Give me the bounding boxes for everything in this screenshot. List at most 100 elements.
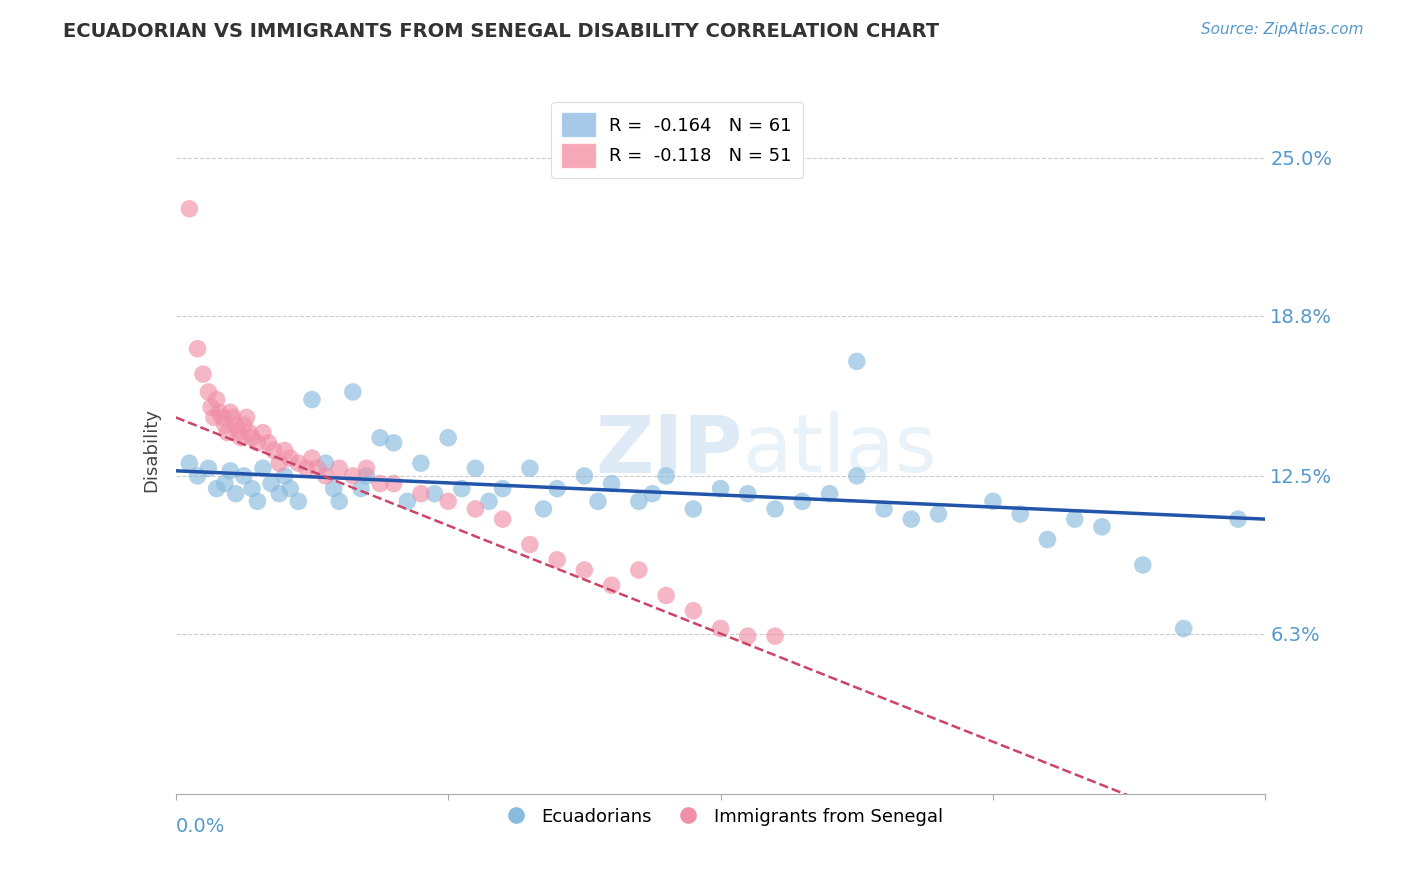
Point bbox=[315, 469, 337, 483]
Point bbox=[186, 469, 209, 483]
Point bbox=[655, 469, 678, 483]
Point bbox=[232, 417, 254, 432]
Point bbox=[350, 482, 373, 496]
Point bbox=[287, 456, 309, 470]
Point bbox=[641, 486, 664, 500]
Point bbox=[437, 431, 460, 445]
Point bbox=[586, 494, 609, 508]
Point bbox=[274, 469, 297, 483]
Point bbox=[202, 410, 225, 425]
Point bbox=[205, 392, 228, 407]
Point bbox=[232, 469, 254, 483]
Point bbox=[627, 563, 650, 577]
Point bbox=[307, 461, 329, 475]
Point bbox=[263, 443, 285, 458]
Point bbox=[246, 494, 269, 508]
Point bbox=[574, 469, 596, 483]
Point bbox=[287, 494, 309, 508]
Point bbox=[197, 384, 219, 399]
Point bbox=[763, 629, 786, 643]
Point bbox=[409, 456, 432, 470]
Point bbox=[301, 451, 323, 466]
Y-axis label: Disability: Disability bbox=[142, 409, 160, 492]
Point bbox=[240, 482, 263, 496]
Point bbox=[191, 367, 214, 381]
Point bbox=[214, 476, 236, 491]
Point bbox=[1036, 533, 1059, 547]
Point bbox=[818, 486, 841, 500]
Point bbox=[900, 512, 922, 526]
Point bbox=[197, 461, 219, 475]
Point bbox=[845, 469, 868, 483]
Point bbox=[655, 589, 678, 603]
Point bbox=[600, 578, 623, 592]
Point bbox=[214, 417, 236, 432]
Point bbox=[574, 563, 596, 577]
Point bbox=[269, 456, 291, 470]
Point bbox=[252, 461, 274, 475]
Point bbox=[478, 494, 501, 508]
Point bbox=[546, 482, 568, 496]
Point bbox=[382, 476, 405, 491]
Point bbox=[627, 494, 650, 508]
Point bbox=[278, 482, 301, 496]
Point bbox=[200, 401, 222, 415]
Point bbox=[737, 629, 759, 643]
Point bbox=[208, 405, 231, 419]
Point bbox=[260, 476, 283, 491]
Point bbox=[1132, 558, 1154, 572]
Point bbox=[1227, 512, 1250, 526]
Point bbox=[246, 435, 269, 450]
Point bbox=[409, 486, 432, 500]
Point bbox=[492, 512, 515, 526]
Point bbox=[342, 384, 364, 399]
Text: atlas: atlas bbox=[742, 411, 936, 490]
Point bbox=[225, 417, 247, 432]
Point bbox=[179, 456, 201, 470]
Point bbox=[301, 392, 323, 407]
Point bbox=[274, 443, 297, 458]
Point bbox=[231, 431, 253, 445]
Point bbox=[205, 482, 228, 496]
Point bbox=[186, 342, 209, 356]
Point bbox=[600, 476, 623, 491]
Point bbox=[238, 425, 260, 440]
Point bbox=[356, 461, 378, 475]
Point bbox=[710, 622, 733, 636]
Point bbox=[981, 494, 1004, 508]
Point bbox=[322, 482, 344, 496]
Point bbox=[342, 469, 364, 483]
Point bbox=[179, 202, 201, 216]
Point bbox=[269, 486, 291, 500]
Point bbox=[423, 486, 446, 500]
Point bbox=[219, 464, 242, 478]
Text: 0.0%: 0.0% bbox=[176, 816, 225, 836]
Point bbox=[228, 425, 250, 440]
Point bbox=[519, 538, 541, 552]
Point bbox=[928, 507, 950, 521]
Point bbox=[1091, 520, 1114, 534]
Point bbox=[492, 482, 515, 496]
Point bbox=[464, 461, 486, 475]
Point bbox=[533, 502, 555, 516]
Point bbox=[845, 354, 868, 368]
Point bbox=[464, 502, 486, 516]
Point bbox=[211, 410, 233, 425]
Point bbox=[546, 553, 568, 567]
Point bbox=[328, 494, 350, 508]
Point bbox=[682, 604, 704, 618]
Point bbox=[235, 410, 257, 425]
Point bbox=[368, 431, 391, 445]
Point bbox=[295, 461, 318, 475]
Point bbox=[219, 405, 242, 419]
Legend: Ecuadorians, Immigrants from Senegal: Ecuadorians, Immigrants from Senegal bbox=[491, 800, 950, 833]
Point bbox=[873, 502, 896, 516]
Point bbox=[450, 482, 472, 496]
Point bbox=[1063, 512, 1085, 526]
Point bbox=[710, 482, 733, 496]
Point bbox=[225, 486, 247, 500]
Point bbox=[737, 486, 759, 500]
Point bbox=[368, 476, 391, 491]
Point bbox=[217, 425, 239, 440]
Point bbox=[356, 469, 378, 483]
